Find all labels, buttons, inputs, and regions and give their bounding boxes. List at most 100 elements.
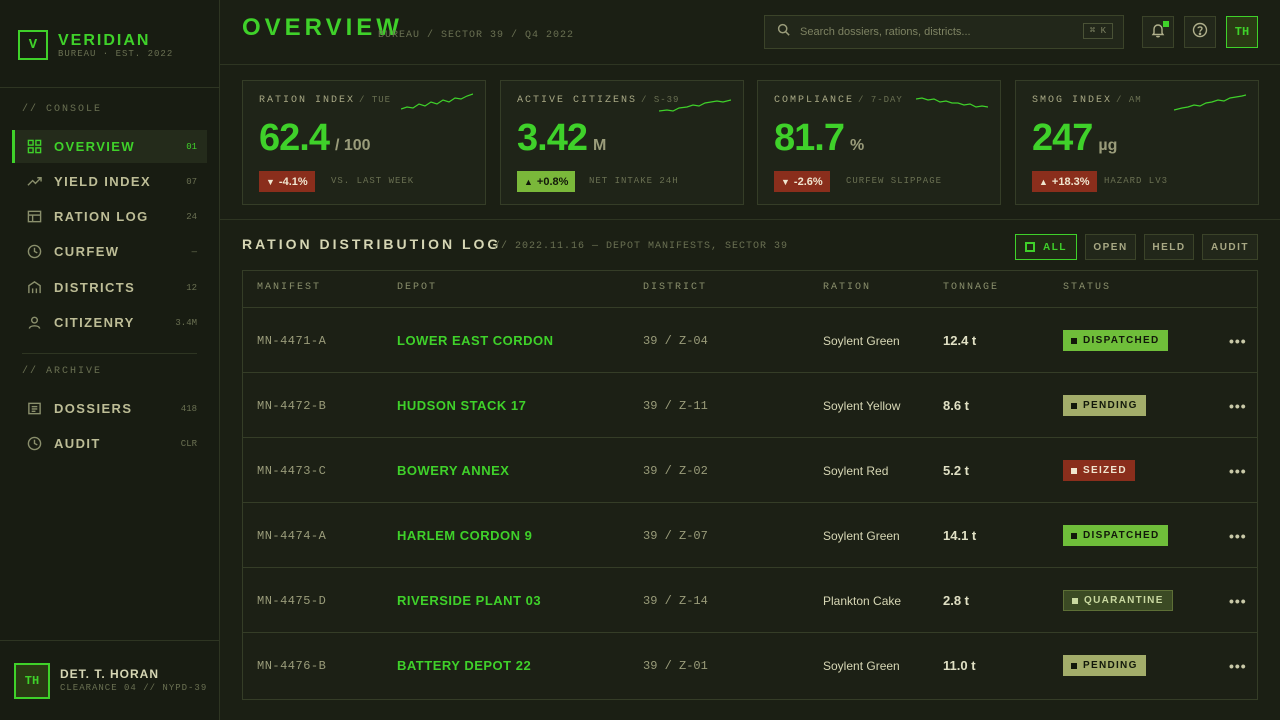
sidebar-item-citizenry[interactable]: CITIZENRY 3.4M: [12, 306, 207, 339]
arrow-up-icon: ▲: [1039, 176, 1048, 187]
sidebar-item-label: OVERVIEW: [54, 139, 136, 154]
header-divider: [220, 64, 1280, 65]
column-header-status[interactable]: STATUS: [1063, 282, 1112, 293]
depot-link[interactable]: BATTERY DEPOT 22: [397, 658, 532, 673]
card-label-text: RATION INDEX: [259, 95, 356, 106]
row-menu-button[interactable]: •••: [1229, 462, 1247, 479]
table-header-divider: [243, 307, 1257, 308]
person-icon: [26, 315, 42, 331]
status-square-icon: [1072, 597, 1078, 604]
sidebar-item-ration-log[interactable]: RATION LOG 24: [12, 200, 207, 233]
card-value-number: 247: [1032, 117, 1093, 159]
table-row[interactable]: MN-4471-A LOWER EAST CORDON 39 / Z-04 So…: [243, 308, 1257, 373]
filter-label: ALL: [1043, 241, 1067, 253]
filter-label: AUDIT: [1210, 241, 1250, 253]
delta-badge: ▼ -4.1%: [259, 171, 315, 192]
delta-badge: ▼ -2.6%: [774, 171, 830, 192]
grid-icon: [26, 139, 42, 155]
column-header-manifest[interactable]: MANIFEST: [257, 282, 322, 293]
delta-value: +18.3%: [1051, 175, 1090, 188]
row-menu-button[interactable]: •••: [1229, 592, 1247, 609]
card-value-number: 81.7: [774, 117, 845, 159]
header-avatar[interactable]: TH: [1226, 16, 1258, 48]
delta-note: HAZARD LV3: [1104, 176, 1169, 186]
column-header-depot[interactable]: DEPOT: [397, 282, 438, 293]
delta-badge: ▲ +18.3%: [1032, 171, 1097, 192]
status-cell: PENDING: [1063, 373, 1146, 438]
notifications-button[interactable]: [1142, 16, 1174, 48]
sidebar-item-audit[interactable]: AUDIT CLR: [12, 427, 207, 460]
tonnage-value: 2.8 t: [943, 593, 970, 608]
status-badge: DISPATCHED: [1063, 330, 1168, 351]
sidebar-item-label: CITIZENRY: [54, 315, 135, 330]
row-menu-button[interactable]: •••: [1229, 657, 1247, 674]
row-menu-button[interactable]: •••: [1229, 397, 1247, 414]
depot-link[interactable]: RIVERSIDE PLANT 03: [397, 593, 542, 608]
sidebar-item-overview[interactable]: OVERVIEW 01: [12, 130, 207, 163]
card-unit: / 100: [334, 137, 371, 154]
sidebar-item-count: 12: [186, 282, 197, 293]
card-label: RATION INDEX / TUE: [259, 95, 391, 106]
row-menu-button[interactable]: •••: [1229, 527, 1247, 544]
status-square-icon: [1071, 402, 1077, 409]
sparkline: [401, 93, 473, 110]
depot-link[interactable]: HARLEM CORDON 9: [397, 528, 533, 543]
sidebar: V VERIDIAN BUREAU · EST. 2022 // CONSOLE…: [0, 0, 220, 720]
district-code: 39 / Z-11: [643, 398, 708, 413]
stat-card-compliance: COMPLIANCE/ 7-DAY 81.7% ▼ -2.6% CURFEW SL…: [757, 80, 1001, 205]
ration-type: Soylent Green: [823, 658, 900, 673]
column-header-ration[interactable]: RATION: [823, 282, 872, 293]
card-label-text: ACTIVE CITIZENS: [517, 95, 638, 106]
filter-all[interactable]: ALL: [1015, 234, 1077, 260]
section-divider: [220, 219, 1280, 220]
depot-link[interactable]: LOWER EAST CORDON: [397, 333, 554, 348]
district-code: 39 / Z-01: [643, 658, 708, 673]
table-row[interactable]: MN-4472-B HUDSON STACK 17 39 / Z-11 Soyl…: [243, 373, 1257, 438]
building-icon: [26, 280, 42, 296]
table-row[interactable]: MN-4473-C BOWERY ANNEX 39 / Z-02 Soylent…: [243, 438, 1257, 503]
sidebar-item-label: CURFEW: [54, 244, 120, 259]
sidebar-item-label: DOSSIERS: [54, 401, 133, 416]
status-square-icon: [1071, 662, 1077, 669]
filter-held[interactable]: HELD: [1144, 234, 1194, 260]
status-label: PENDING: [1083, 660, 1138, 671]
sidebar-item-count: 07: [186, 176, 197, 187]
ration-type: Soylent Green: [823, 333, 900, 348]
depot-link[interactable]: BOWERY ANNEX: [397, 463, 510, 478]
ration-type: Soylent Yellow: [823, 398, 901, 413]
column-header-tonnage[interactable]: TONNAGE: [943, 282, 1000, 293]
status-badge: SEIZED: [1063, 460, 1135, 481]
table-row[interactable]: MN-4475-D RIVERSIDE PLANT 03 39 / Z-14 P…: [243, 568, 1257, 633]
sidebar-item-label: AUDIT: [54, 436, 101, 451]
stat-card-ration-index: RATION INDEX / TUE 62.4/ 100 ▼ -4.1% VS. L…: [242, 80, 486, 205]
sidebar-item-curfew[interactable]: CURFEW —: [12, 235, 207, 268]
card-label: COMPLIANCE/ 7-DAY: [774, 95, 903, 106]
user-profile[interactable]: TH DET. T. HORAN CLEARANCE 04 // NYPD-39: [0, 640, 219, 720]
section-subtitle: // 2022.11.16 — DEPOT MANIFESTS, SECTOR …: [494, 241, 789, 252]
depot-link[interactable]: HUDSON STACK 17: [397, 398, 527, 413]
table-row[interactable]: MN-4474-A HARLEM CORDON 9 39 / Z-07 Soyl…: [243, 503, 1257, 568]
sparkline: [916, 97, 988, 108]
sidebar-item-yield-index[interactable]: YIELD INDEX 07: [12, 165, 207, 198]
sidebar-item-districts[interactable]: DISTRICTS 12: [12, 271, 207, 304]
search-bar[interactable]: ⌘ K: [764, 15, 1124, 49]
district-code: 39 / Z-02: [643, 463, 708, 478]
delta-value: +0.8%: [536, 175, 569, 188]
brand[interactable]: V VERIDIAN BUREAU · EST. 2022: [18, 30, 173, 60]
manifest-id: MN-4473-C: [257, 463, 327, 478]
filter-audit[interactable]: AUDIT: [1202, 234, 1258, 260]
sparkline: [659, 99, 731, 112]
breadcrumb: BUREAU / SECTOR 39 / Q4 2022: [378, 30, 575, 41]
brand-logo: V: [18, 30, 48, 60]
search-icon: [777, 23, 790, 41]
filter-open[interactable]: OPEN: [1085, 234, 1136, 260]
sidebar-item-dossiers[interactable]: DOSSIERS 418: [12, 392, 207, 425]
card-label: SMOG INDEX / AM: [1032, 95, 1142, 106]
search-input[interactable]: [800, 26, 1070, 38]
status-badge: PENDING: [1063, 655, 1146, 676]
help-button[interactable]: [1184, 16, 1216, 48]
column-header-district[interactable]: DISTRICT: [643, 282, 708, 293]
row-menu-button[interactable]: •••: [1229, 332, 1247, 349]
table-row[interactable]: MN-4476-B BATTERY DEPOT 22 39 / Z-01 Soy…: [243, 633, 1257, 698]
sidebar-item-count: 418: [180, 403, 197, 414]
